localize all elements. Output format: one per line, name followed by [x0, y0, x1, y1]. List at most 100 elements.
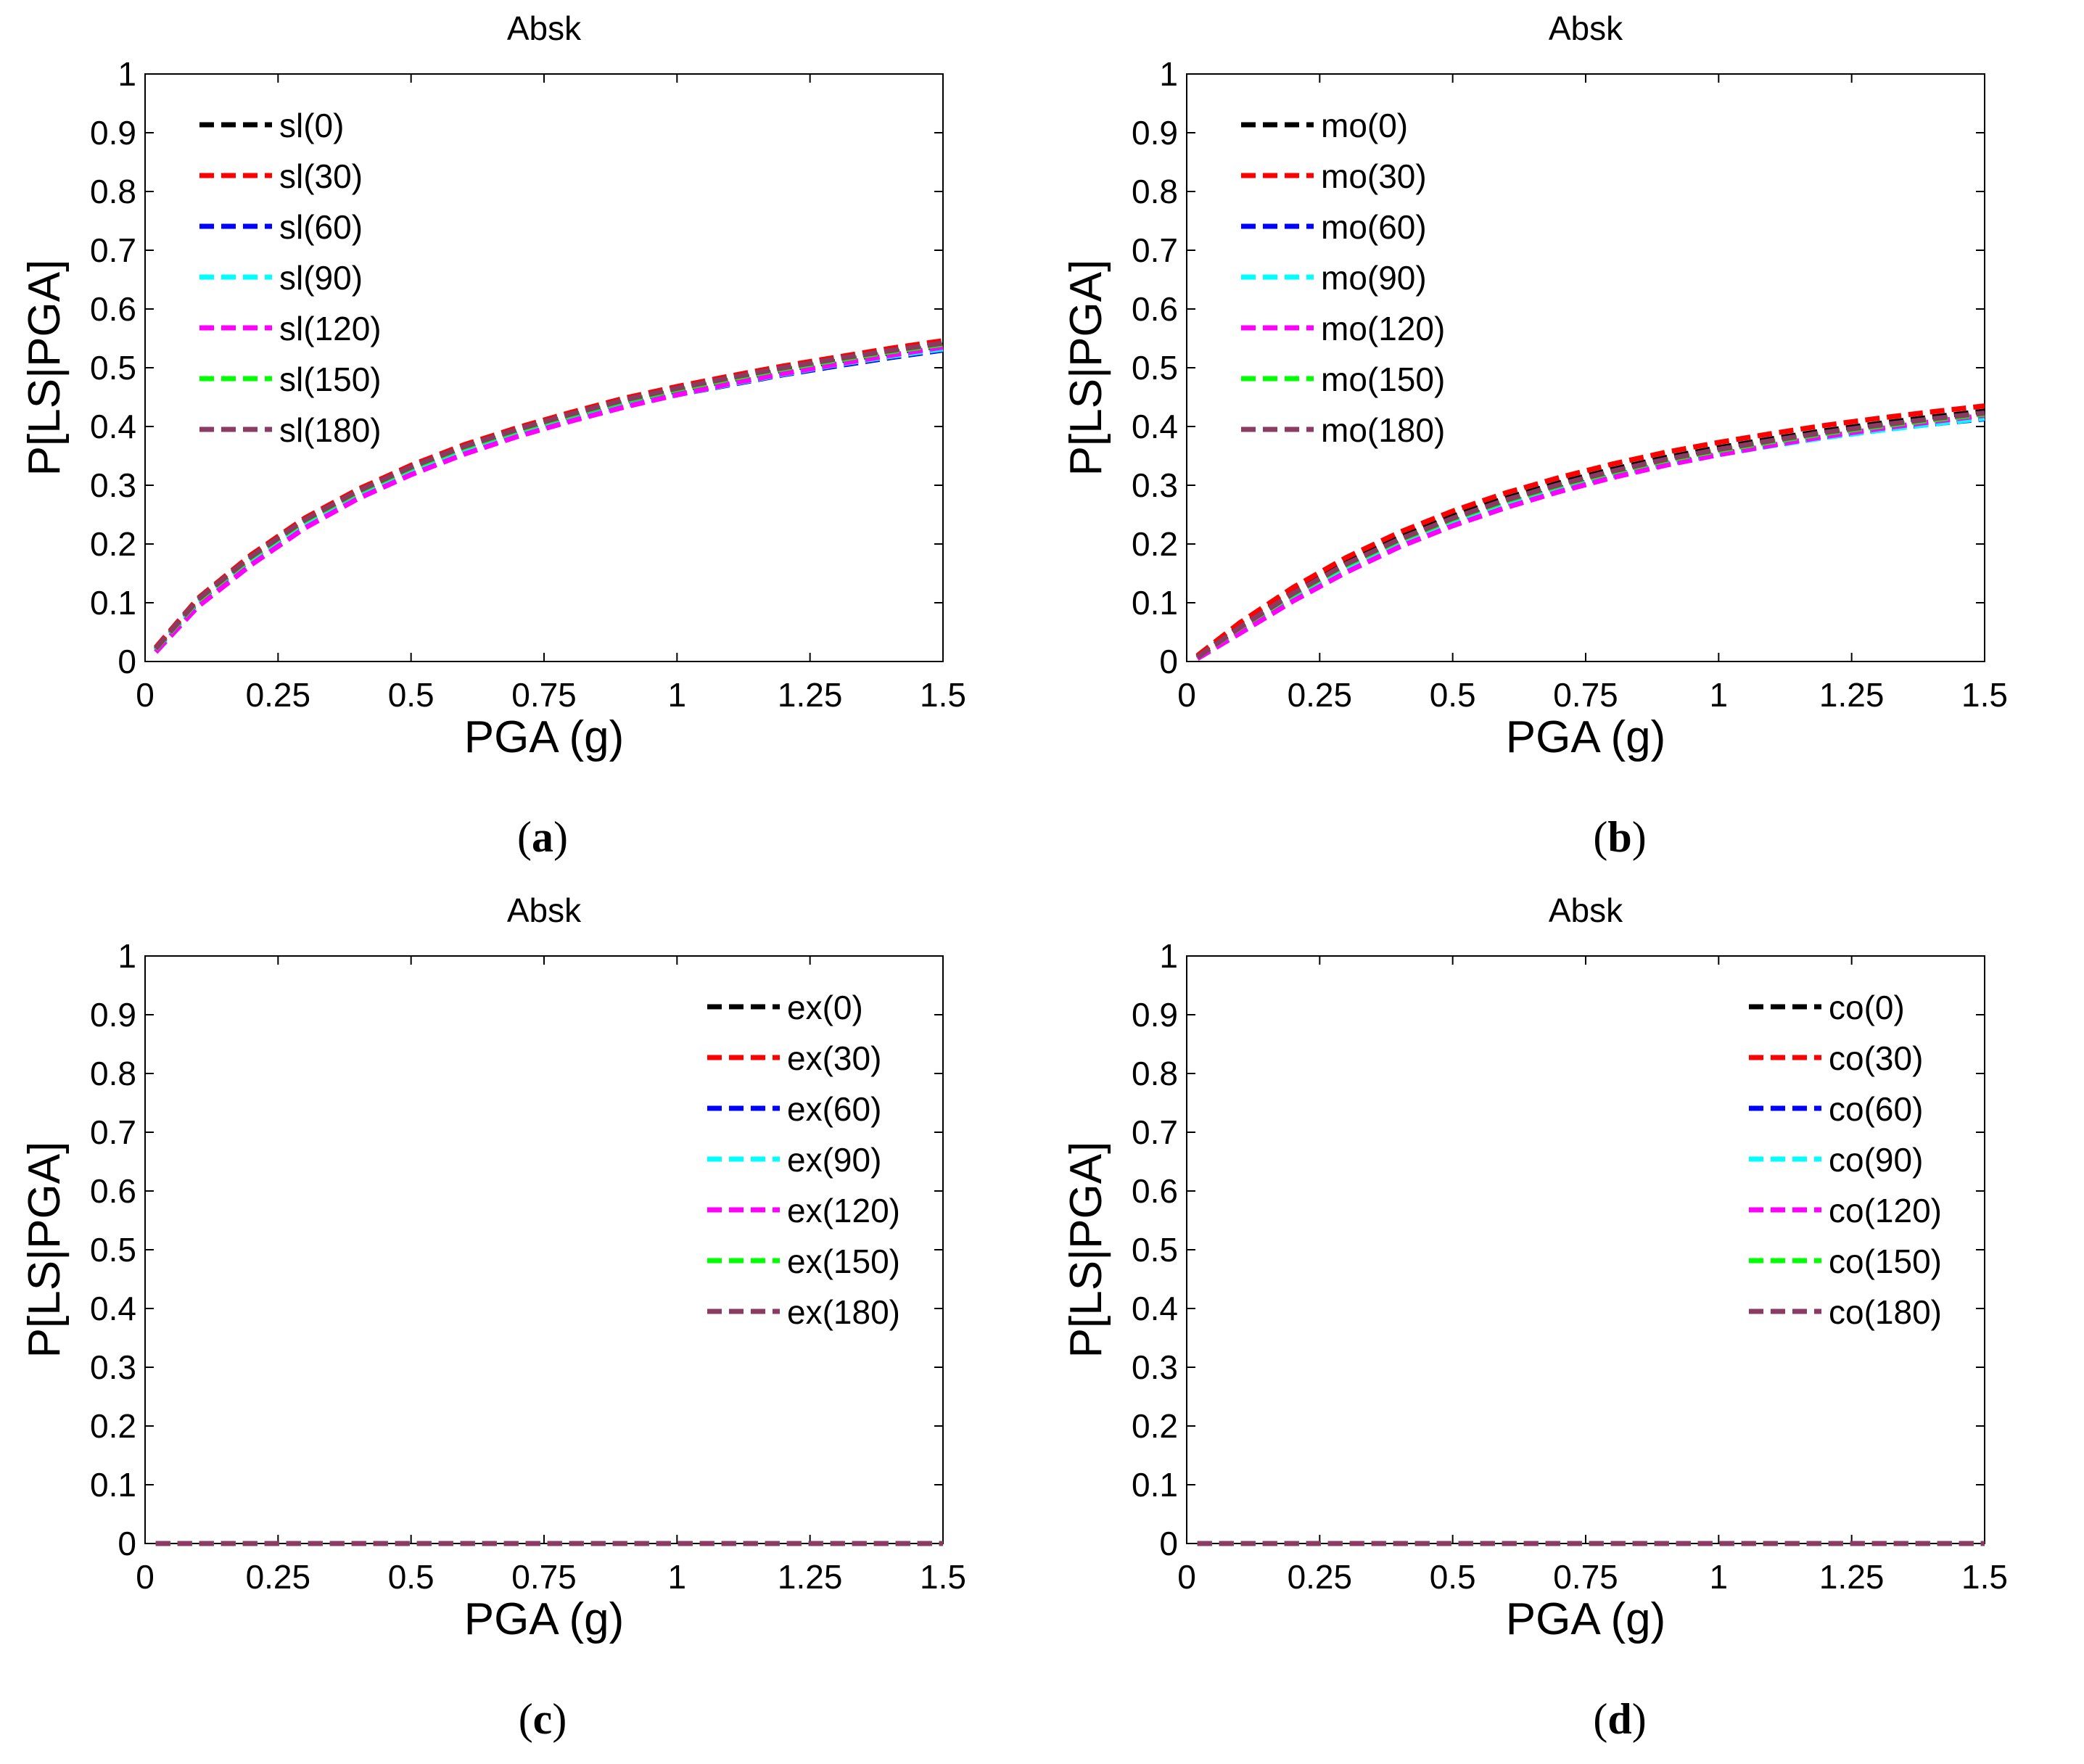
y-tick-label: 0.9 — [90, 996, 136, 1034]
legend-label: ex(120) — [787, 1192, 900, 1229]
y-tick-label: 1 — [1159, 55, 1178, 93]
x-tick-label: 1.25 — [1819, 676, 1885, 714]
x-tick-label: 1.5 — [920, 1558, 966, 1596]
y-tick-label: 0.5 — [1132, 349, 1178, 387]
y-tick-label: 0.2 — [90, 1407, 136, 1445]
y-tick-label: 0 — [118, 643, 136, 680]
x-tick-label: 0 — [1177, 1558, 1196, 1596]
y-axis-label: P[LS|PGA] — [20, 1142, 70, 1359]
x-tick-label: 0 — [136, 676, 155, 714]
legend-label: mo(90) — [1321, 259, 1427, 297]
legend-label: mo(150) — [1321, 360, 1445, 398]
caption-a-letter: a — [532, 813, 553, 861]
legend-label: ex(60) — [787, 1090, 881, 1128]
legend-label: ex(90) — [787, 1141, 881, 1179]
caption-a: (a) — [517, 813, 568, 861]
legend-label: sl(90) — [279, 259, 363, 297]
y-tick-label: 0.6 — [90, 1172, 136, 1210]
series-line-mo(150) — [1195, 411, 1985, 660]
y-tick-label: 0.5 — [1132, 1231, 1178, 1269]
legend-label: sl(150) — [279, 360, 382, 398]
y-tick-label: 0.9 — [90, 114, 136, 152]
legend-label: co(90) — [1829, 1141, 1923, 1179]
legend-label: co(60) — [1829, 1090, 1923, 1128]
x-axis-label: PGA (g) — [1506, 1594, 1666, 1644]
series-line-mo(120) — [1195, 413, 1985, 662]
legend-label: sl(120) — [279, 310, 382, 347]
legend-label: co(180) — [1829, 1293, 1942, 1331]
series-line-sl(30) — [154, 338, 944, 649]
y-tick-label: 0.7 — [1132, 231, 1178, 269]
chart-panel-a: Absk 0 0.25 0.5 0.75 1 1.25 1.5 0 0.1 0.2 0.3 0.4 0.5… — [20, 9, 966, 762]
y-tick-label: 0.4 — [90, 1290, 136, 1327]
y-tick-label: 0.6 — [90, 290, 136, 328]
legend-label: sl(30) — [279, 157, 363, 195]
y-tick-label: 0.8 — [1132, 1055, 1178, 1092]
x-tick-label: 0.25 — [1288, 1558, 1353, 1596]
legend-label: mo(180) — [1321, 411, 1445, 449]
y-tick-label: 1 — [1159, 937, 1178, 975]
caption-d-letter: d — [1607, 1695, 1632, 1743]
y-tick-label: 0.7 — [90, 1113, 136, 1151]
y-axis-label: P[LS|PGA] — [20, 260, 70, 477]
x-tick-label: 0 — [136, 1558, 155, 1596]
series-line-mo(0) — [1195, 408, 1985, 659]
chart-title: Absk — [507, 9, 582, 47]
x-tick-label: 1 — [1710, 1558, 1729, 1596]
y-tick-label: 0.4 — [90, 408, 136, 445]
y-tick-label: 0.9 — [1132, 996, 1178, 1034]
series-line-sl(120) — [154, 345, 944, 654]
x-tick-label: 0.5 — [1430, 1558, 1476, 1596]
legend-label: ex(0) — [787, 989, 863, 1026]
y-tick-label: 0.1 — [90, 584, 136, 622]
legend-label: co(150) — [1829, 1242, 1942, 1280]
legend-label: mo(0) — [1321, 107, 1408, 144]
x-tick-label: 0.75 — [511, 676, 577, 714]
legend-label: mo(30) — [1321, 157, 1427, 195]
x-tick-label: 0.5 — [388, 676, 434, 714]
x-tick-label: 0.75 — [1553, 1558, 1618, 1596]
x-tick-label: 0.5 — [388, 1558, 434, 1596]
y-tick-label: 0.8 — [90, 1055, 136, 1092]
y-tick-label: 1 — [118, 937, 136, 975]
chart-title: Absk — [1549, 891, 1623, 929]
x-axis-label: PGA (g) — [464, 1594, 625, 1644]
legend-label: sl(0) — [279, 107, 344, 144]
y-tick-label: 0.7 — [1132, 1113, 1178, 1151]
chart-title: Absk — [507, 891, 582, 929]
caption-b: (b) — [1593, 813, 1647, 861]
x-tick-label: 1.5 — [1961, 1558, 2008, 1596]
y-tick-label: 0.9 — [1132, 114, 1178, 152]
chart-panel-c: Absk 0 0.25 0.5 0.75 1 1.25 1.5 0 0.1 0.2 0.3 0.4 0.5… — [20, 891, 966, 1644]
legend-label: mo(60) — [1321, 208, 1427, 246]
y-tick-label: 0.5 — [90, 349, 136, 387]
x-tick-label: 0 — [1177, 676, 1196, 714]
chart-title: Absk — [1549, 9, 1623, 47]
y-tick-label: 0.2 — [90, 525, 136, 563]
legend-label: mo(120) — [1321, 310, 1445, 347]
series-line-sl(90) — [154, 346, 944, 653]
caption-d: (d) — [1593, 1695, 1647, 1743]
x-tick-label: 1 — [668, 676, 687, 714]
caption-b-letter: b — [1607, 813, 1632, 861]
x-tick-label: 0.25 — [246, 676, 311, 714]
y-tick-label: 0.3 — [90, 1348, 136, 1386]
y-tick-label: 0.8 — [1132, 173, 1178, 210]
y-tick-label: 0 — [118, 1525, 136, 1562]
x-tick-label: 1.25 — [1819, 1558, 1885, 1596]
plot-area — [1186, 73, 1985, 662]
y-tick-label: 0 — [1159, 643, 1178, 680]
caption-c-letter: c — [532, 1695, 553, 1743]
y-tick-label: 0.1 — [1132, 584, 1178, 622]
series-line-mo(180) — [1195, 410, 1985, 660]
x-tick-label: 0.75 — [1553, 676, 1618, 714]
x-tick-label: 1 — [1710, 676, 1729, 714]
legend-label: co(120) — [1829, 1192, 1942, 1229]
x-tick-label: 0.25 — [246, 1558, 311, 1596]
legend-label: ex(180) — [787, 1293, 900, 1331]
y-axis-label: P[LS|PGA] — [1061, 1142, 1111, 1359]
y-tick-label: 0.3 — [90, 466, 136, 504]
chart-panel-d: Absk 0 0.25 0.5 0.75 1 1.25 1.5 0 0.1 0.2 0.3 0.4 0.5… — [1061, 891, 2008, 1644]
series-line-sl(150) — [154, 342, 944, 651]
